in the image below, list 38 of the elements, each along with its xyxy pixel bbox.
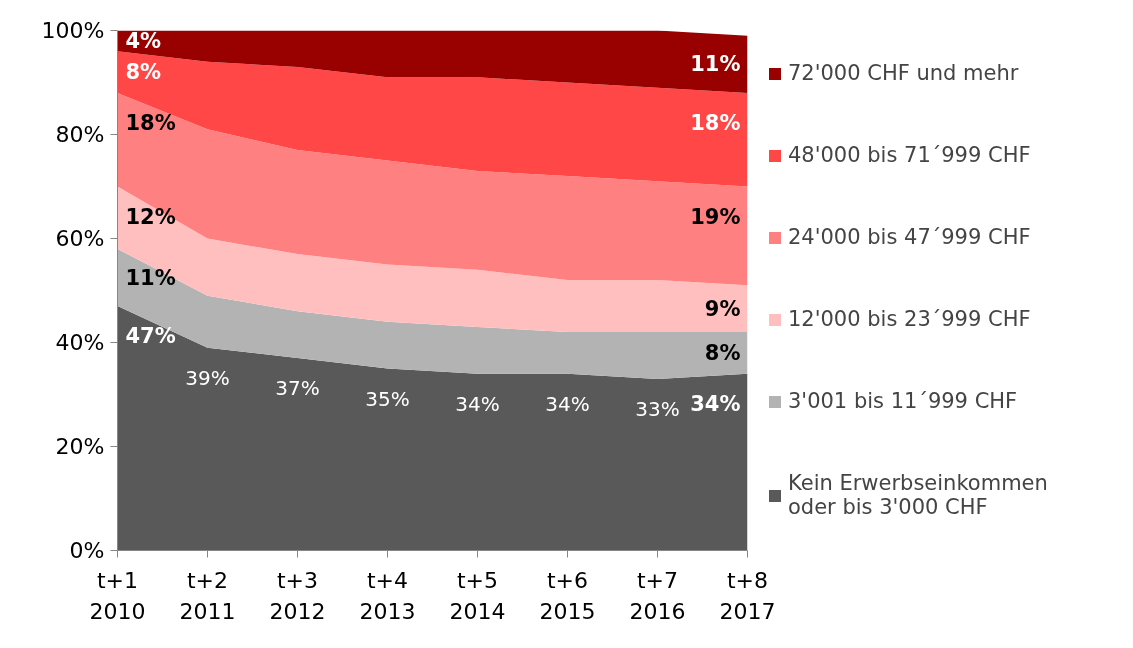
legend-label: 12'000 bis 23´999 CHF <box>788 307 1031 331</box>
legend-label: 48'000 bis 71´999 CHF <box>788 143 1031 167</box>
x-tick-label: t+6 2015 <box>539 567 596 624</box>
data-label: 33% <box>635 396 680 421</box>
x-tick-label: t+5 2014 <box>449 567 506 624</box>
legend-label: Kein Erwerbseinkommen oder bis 3'000 CHF <box>788 471 1048 519</box>
x-tick-label: t+8 2017 <box>719 567 776 624</box>
legend-label: 72'000 CHF und mehr <box>788 61 1019 85</box>
legend-label: 3'001 bis 11´999 CHF <box>788 389 1018 413</box>
data-label: 34% <box>455 391 500 416</box>
y-tick-label: 20% <box>55 434 105 459</box>
data-label: 11% <box>125 265 176 290</box>
data-label: 39% <box>185 365 230 390</box>
data-label: 18% <box>690 110 741 135</box>
x-tick-label: t+4 2013 <box>359 567 416 624</box>
data-label: 18% <box>125 110 176 135</box>
x-tick-label: t+7 2016 <box>629 567 686 624</box>
data-label: 47% <box>125 324 176 349</box>
data-label: 34% <box>545 391 590 416</box>
x-tick-label: t+1 2010 <box>89 567 146 624</box>
x-tick-label: t+2 2011 <box>179 567 236 624</box>
data-label: 37% <box>275 376 320 401</box>
data-label: 9% <box>704 296 741 321</box>
data-label: 4% <box>125 28 162 53</box>
y-tick-label: 80% <box>55 122 105 147</box>
y-tick-label: 0% <box>69 538 105 563</box>
y-tick-label: 60% <box>55 226 105 251</box>
legend-label: 24'000 bis 47´999 CHF <box>788 225 1031 249</box>
y-tick-label: 40% <box>55 330 105 355</box>
y-tick-label: 100% <box>41 18 105 43</box>
data-label: 8% <box>125 60 162 85</box>
x-tick-label: t+3 2012 <box>269 567 326 624</box>
data-label: 8% <box>704 340 741 365</box>
data-label: 11% <box>690 52 741 77</box>
data-label: 35% <box>365 386 410 411</box>
data-label: 12% <box>125 204 176 229</box>
data-label: 34% <box>690 391 741 416</box>
data-label: 19% <box>690 204 741 229</box>
